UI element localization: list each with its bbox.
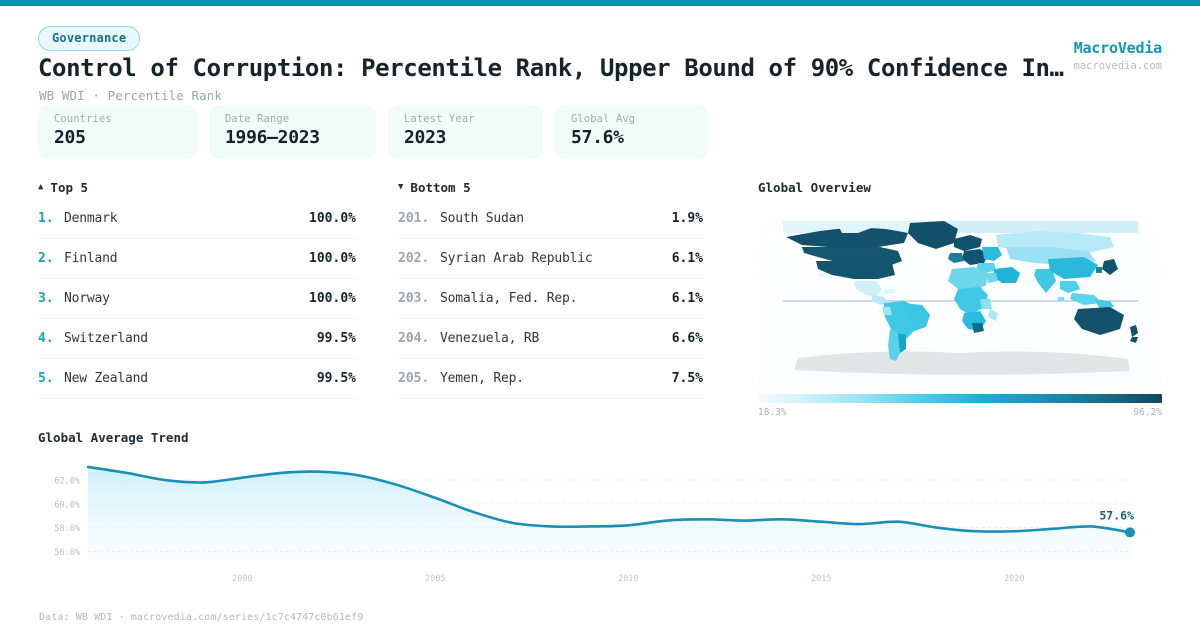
country-value: 7.5% bbox=[671, 371, 703, 386]
table-row[interactable]: 2. Finland 100.0% bbox=[38, 239, 356, 279]
country-value: 1.9% bbox=[671, 211, 703, 226]
bottom-ranking-panel: ▼ Bottom 5 201. South Sudan 1.9% 202. Sy… bbox=[398, 180, 703, 399]
stat-label: Countries bbox=[54, 113, 112, 125]
top-accent-bar bbox=[0, 0, 1200, 6]
legend-min-value: 18.3% bbox=[758, 407, 787, 418]
trend-svg: 56.0% 58.0% 60.0% 62.0% 2000 2005 2010 2015 202… bbox=[54, 465, 1135, 584]
svg-text:60.0%: 60.0% bbox=[54, 500, 80, 510]
stat-cards: Countries 205 Date Range 1996—2023 Lates… bbox=[38, 105, 708, 159]
chart-y-axis-labels: 56.0% 58.0% 60.0% 62.0% bbox=[54, 477, 80, 558]
rank-number: 204. bbox=[398, 331, 430, 346]
svg-text:2000: 2000 bbox=[232, 574, 252, 584]
stat-label: Date Range bbox=[225, 113, 290, 125]
svg-text:58.0%: 58.0% bbox=[54, 524, 80, 534]
table-row[interactable]: 205. Yemen, Rep. 7.5% bbox=[398, 359, 703, 399]
country-name: Venezuela, RB bbox=[440, 331, 540, 346]
country-value: 99.5% bbox=[316, 331, 356, 346]
stat-value: 2023 bbox=[404, 127, 447, 148]
chart-line bbox=[86, 465, 1132, 534]
trend-title: Global Average Trend bbox=[38, 430, 189, 445]
country-name: South Sudan bbox=[440, 211, 524, 226]
stat-card-latest-year: Latest Year 2023 bbox=[388, 105, 543, 159]
svg-text:2005: 2005 bbox=[425, 574, 445, 584]
country-value: 6.1% bbox=[671, 291, 703, 306]
country-name: Switzerland bbox=[64, 331, 148, 346]
chart-end-point bbox=[1125, 527, 1135, 538]
bottom-ranking-header: ▼ Bottom 5 bbox=[398, 180, 703, 195]
rank-number: 4. bbox=[38, 331, 54, 346]
stat-card-date-range: Date Range 1996—2023 bbox=[209, 105, 376, 159]
country-value: 6.1% bbox=[671, 251, 703, 266]
bottom-ranking-title: Bottom 5 bbox=[410, 180, 471, 195]
svg-text:2020: 2020 bbox=[1004, 574, 1024, 584]
world-choropleth-map[interactable] bbox=[758, 203, 1162, 388]
chart-area-fill bbox=[88, 466, 1130, 561]
rank-number: 203. bbox=[398, 291, 430, 306]
stat-value: 1996—2023 bbox=[225, 127, 320, 148]
legend-max-value: 96.2% bbox=[1133, 407, 1162, 418]
top-ranking-panel: ▲ Top 5 1. Denmark 100.0% 2. Finland 100… bbox=[38, 180, 356, 399]
triangle-down-icon: ▼ bbox=[398, 182, 404, 192]
country-value: 100.0% bbox=[309, 251, 356, 266]
svg-text:2015: 2015 bbox=[811, 574, 831, 584]
rank-number: 205. bbox=[398, 371, 430, 386]
table-row[interactable]: 201. South Sudan 1.9% bbox=[398, 199, 703, 239]
brand-url: macrovedia.com bbox=[1073, 60, 1162, 72]
brand-name: MacroVedia bbox=[1073, 39, 1163, 57]
country-value: 6.6% bbox=[671, 331, 703, 346]
rank-number: 202. bbox=[398, 251, 430, 266]
country-name: Yemen, Rep. bbox=[440, 371, 524, 386]
table-row[interactable]: 3. Norway 100.0% bbox=[38, 279, 356, 319]
stat-label: Global Avg bbox=[571, 113, 636, 125]
triangle-up-icon: ▲ bbox=[38, 182, 44, 192]
page-title: Control of Corruption: Percentile Rank, … bbox=[38, 54, 1064, 82]
svg-text:2010: 2010 bbox=[618, 574, 638, 584]
country-value: 99.5% bbox=[316, 371, 356, 386]
table-row[interactable]: 202. Syrian Arab Republic 6.1% bbox=[398, 239, 703, 279]
table-row[interactable]: 204. Venezuela, RB 6.6% bbox=[398, 319, 703, 359]
country-name: New Zealand bbox=[64, 371, 148, 386]
table-row[interactable]: 1. Denmark 100.0% bbox=[38, 199, 356, 239]
country-value: 100.0% bbox=[309, 291, 356, 306]
table-row[interactable]: 5. New Zealand 99.5% bbox=[38, 359, 356, 399]
country-name: Syrian Arab Republic bbox=[440, 251, 593, 266]
country-name: Somalia, Fed. Rep. bbox=[440, 291, 578, 306]
rank-number: 3. bbox=[38, 291, 54, 306]
page-header: Governance Control of Corruption: Percen… bbox=[0, 6, 1200, 103]
category-badge: Governance bbox=[38, 26, 141, 51]
brand-block: MacroVedia macrovedia.com bbox=[1073, 39, 1162, 72]
rank-number: 1. bbox=[38, 211, 54, 226]
table-row[interactable]: 4. Switzerland 99.5% bbox=[38, 319, 356, 359]
map-legend-gradient bbox=[758, 394, 1162, 403]
global-overview-panel: Global Overview bbox=[758, 180, 1162, 418]
country-name: Norway bbox=[64, 291, 110, 306]
country-name: Denmark bbox=[64, 211, 118, 226]
global-average-trend-panel: Global Average Trend 56.0% 58.0% 60.0% 62.0… bbox=[38, 430, 1168, 588]
stat-card-countries: Countries 205 bbox=[38, 105, 197, 159]
top-ranking-header: ▲ Top 5 bbox=[38, 180, 356, 195]
stat-value: 205 bbox=[54, 127, 86, 148]
chart-end-label: 57.6% bbox=[1099, 508, 1134, 522]
trend-chart[interactable]: 56.0% 58.0% 60.0% 62.0% 2000 2005 2010 2015 202… bbox=[38, 453, 1168, 588]
svg-text:56.0%: 56.0% bbox=[54, 548, 80, 558]
rank-number: 2. bbox=[38, 251, 54, 266]
country-name: Finland bbox=[64, 251, 118, 266]
svg-text:62.0%: 62.0% bbox=[54, 477, 80, 487]
top-ranking-title: Top 5 bbox=[50, 180, 89, 195]
map-legend-labels: 18.3% 96.2% bbox=[758, 407, 1162, 418]
stat-card-global-avg: Global Avg 57.6% bbox=[555, 105, 708, 159]
table-row[interactable]: 203. Somalia, Fed. Rep. 6.1% bbox=[398, 279, 703, 319]
footer-source: Data: WB WDI · macrovedia.com/series/1c7… bbox=[39, 612, 364, 623]
map-svg bbox=[758, 203, 1162, 388]
map-title: Global Overview bbox=[758, 180, 871, 195]
country-value: 100.0% bbox=[309, 211, 356, 226]
rank-number: 5. bbox=[38, 371, 54, 386]
rank-number: 201. bbox=[398, 211, 430, 226]
page-subtitle: WB WDI · Percentile Rank bbox=[39, 88, 223, 103]
chart-x-axis-labels: 2000 2005 2010 2015 2020 bbox=[232, 574, 1024, 584]
stat-value: 57.6% bbox=[571, 127, 624, 148]
stat-label: Latest Year bbox=[404, 113, 475, 125]
